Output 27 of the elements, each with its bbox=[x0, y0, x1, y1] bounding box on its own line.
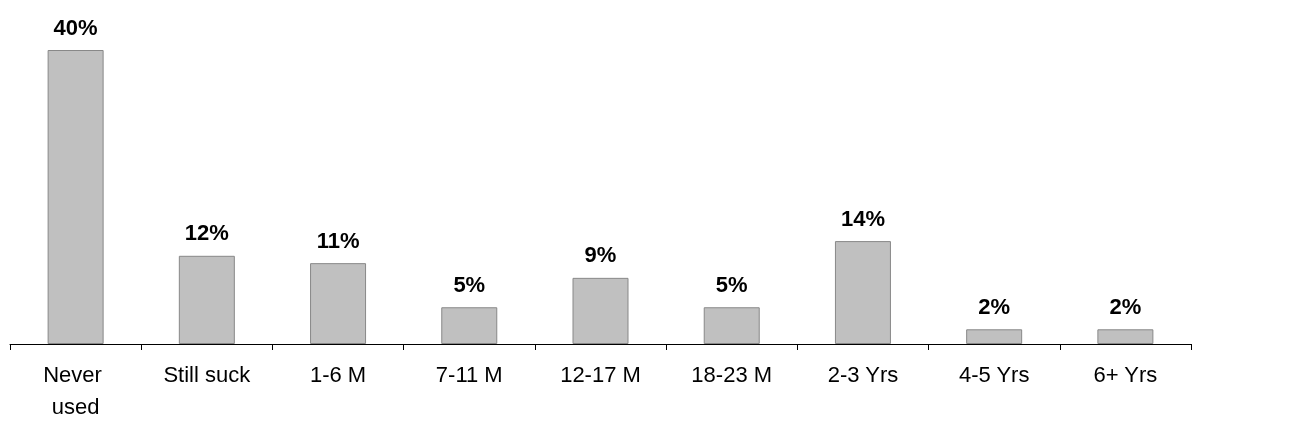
data-label: 40% bbox=[53, 14, 98, 40]
data-label: 5% bbox=[453, 271, 486, 297]
bar bbox=[703, 307, 760, 344]
x-tick-label: 12-17 M bbox=[560, 361, 641, 387]
x-tick-label: Still suck bbox=[163, 361, 252, 387]
x-tick-label: 7-11 M bbox=[435, 361, 503, 387]
bar bbox=[572, 277, 629, 344]
bar bbox=[47, 50, 104, 344]
data-label: 12% bbox=[184, 220, 229, 246]
x-tick-label: 2-3 Yrs bbox=[827, 361, 899, 387]
x-tick-label: 18-23 M bbox=[691, 361, 773, 387]
bar bbox=[1097, 329, 1154, 344]
data-label: 2% bbox=[1109, 293, 1142, 319]
bar bbox=[178, 255, 235, 344]
x-tick-label: 1-6 M bbox=[309, 361, 367, 387]
data-label: 5% bbox=[715, 271, 748, 297]
x-tick-label: 4-5 Yrs bbox=[958, 361, 1030, 387]
x-tick-label: Never used bbox=[43, 361, 109, 419]
bar bbox=[441, 307, 498, 344]
data-label: 11% bbox=[316, 227, 360, 253]
data-label: 2% bbox=[978, 293, 1011, 319]
bar bbox=[966, 329, 1023, 344]
bar bbox=[310, 263, 367, 344]
x-tick-label: 6+ Yrs bbox=[1093, 361, 1158, 387]
bar bbox=[834, 241, 891, 344]
data-label: 14% bbox=[840, 205, 885, 231]
data-label: 9% bbox=[584, 242, 617, 268]
